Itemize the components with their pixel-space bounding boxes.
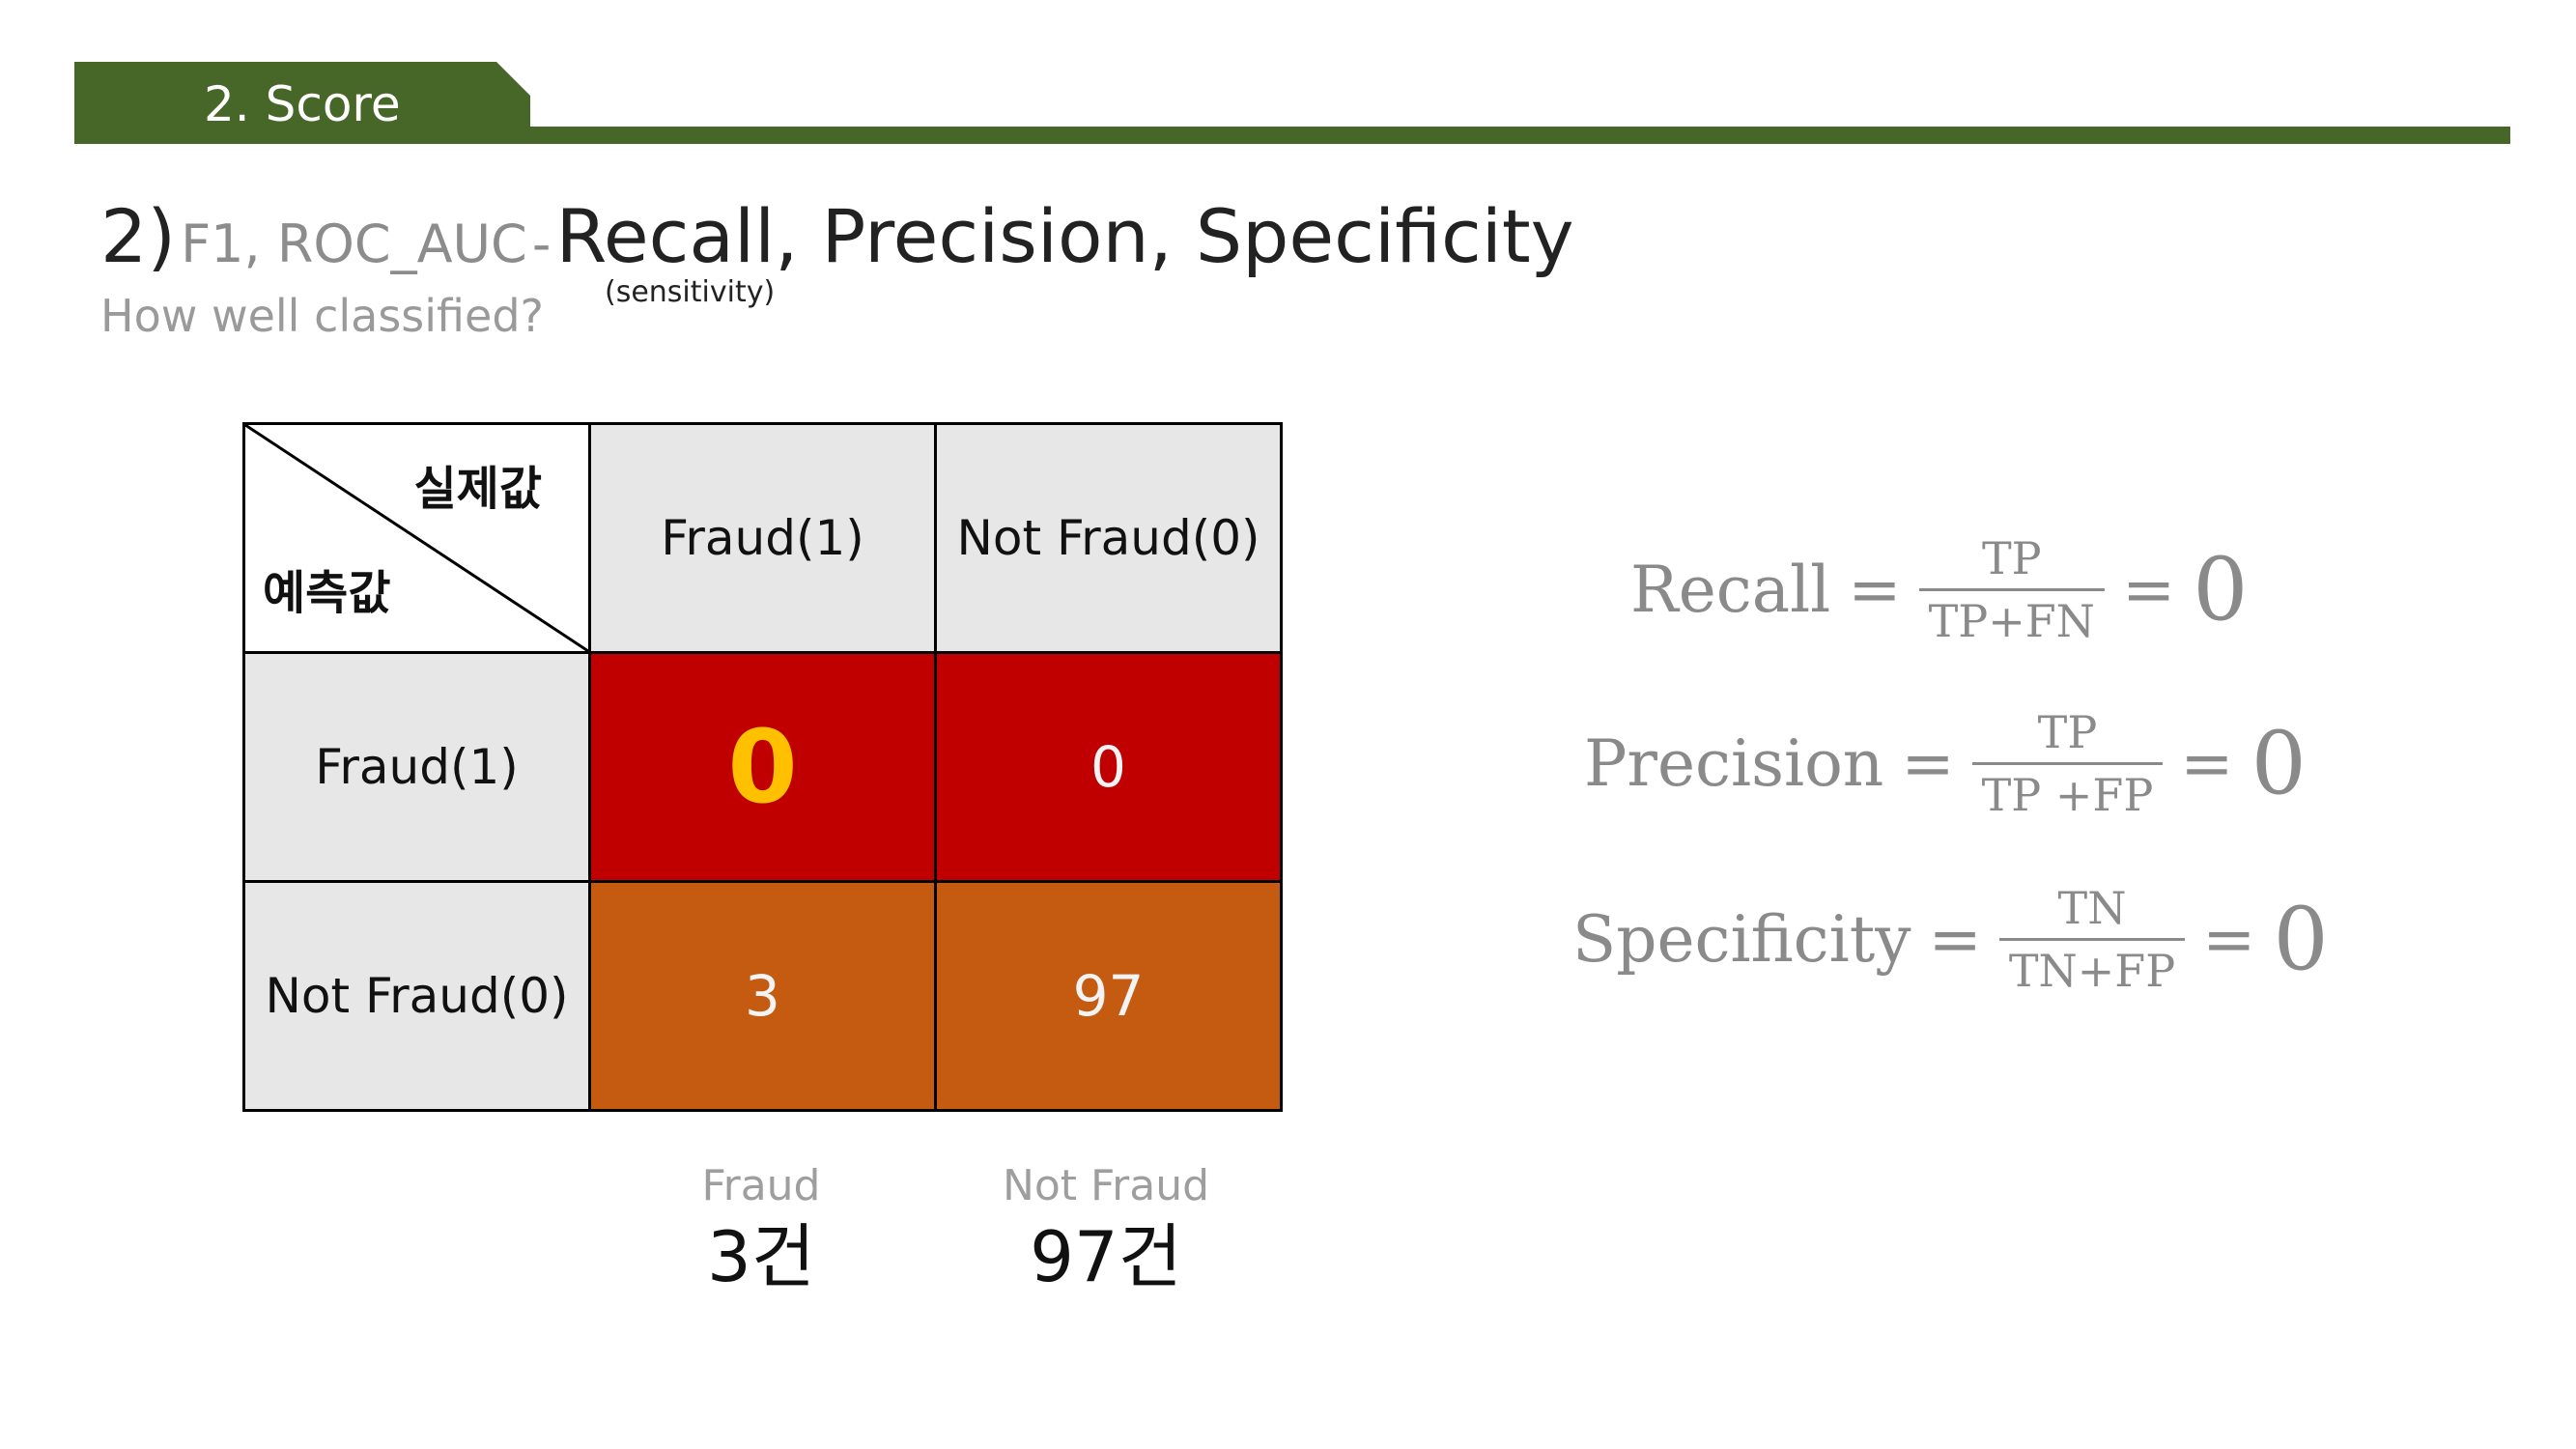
matrix-header-row: 실제값 예측값 Fraud(1) Not Fraud(0) <box>242 422 1283 654</box>
count-not-fraud-label: Not Fraud <box>1002 1161 1210 1210</box>
title-dash: - <box>531 213 552 274</box>
cell-false-negative: 3 <box>588 880 937 1112</box>
formula-recall-numerator: TP <box>1981 531 2042 584</box>
formula-precision-name: Precision <box>1584 725 1884 801</box>
sensitivity-note: (sensitivity) <box>605 275 776 309</box>
equals-sign: = <box>1901 725 1955 801</box>
formula-specificity-fraction: TN TN+FP <box>1998 881 2186 997</box>
col-header-fraud: Fraud(1) <box>588 422 937 654</box>
section-divider <box>530 127 2510 144</box>
row-header-fraud: Fraud(1) <box>242 651 591 883</box>
title-main: Recall, Precision, Specificity <box>555 193 1574 279</box>
equals-sign: = <box>1848 552 1902 627</box>
formula-precision-denominator: TP +FP <box>1981 768 2154 821</box>
formula-precision-fraction: TP TP +FP <box>1971 705 2164 821</box>
formula-recall: Recall = TP TP+FN = 0 <box>1630 522 2249 657</box>
equals-sign: = <box>1928 901 1982 977</box>
formula-specificity: Specificity = TN TN+FP = 0 <box>1572 871 2329 1007</box>
formula-recall-denominator: TP+FN <box>1928 594 2095 647</box>
matrix-row-not-fraud: Not Fraud(0) 3 97 <box>242 880 1283 1112</box>
section-tab: 2. Score <box>74 62 530 144</box>
equals-sign: = <box>2180 725 2234 801</box>
formula-recall-name: Recall <box>1630 552 1831 627</box>
page-subtitle: How well classified? <box>100 290 544 342</box>
corner-predicted-label: 예측값 <box>263 566 391 620</box>
formula-recall-result: 0 <box>2193 538 2249 640</box>
equals-sign: = <box>2121 552 2176 627</box>
page-title: 2) F1, ROC_AUC - Recall, Precision, Spec… <box>100 193 1574 290</box>
fraction-bar <box>1998 937 2186 941</box>
count-fraud-label: Fraud <box>701 1161 821 1210</box>
formula-precision-result: 0 <box>2250 712 2307 814</box>
formula-specificity-numerator: TN <box>2057 881 2127 934</box>
matrix-row-fraud: Fraud(1) 0 0 <box>242 651 1283 883</box>
matrix-corner: 실제값 예측값 <box>242 422 591 654</box>
fraction-bar <box>1918 587 2105 591</box>
title-previous-metrics: F1, ROC_AUC <box>181 213 527 274</box>
formula-specificity-denominator: TN+FP <box>2008 944 2176 997</box>
count-not-fraud-value: 97건 <box>1030 1216 1182 1297</box>
title-number: 2) <box>100 193 177 279</box>
col-header-not-fraud: Not Fraud(0) <box>934 422 1283 654</box>
cell-false-positive: 0 <box>934 651 1283 883</box>
count-not-fraud: Not Fraud 97건 <box>932 1159 1280 1300</box>
cell-true-positive: 0 <box>588 651 937 883</box>
corner-actual-label: 실제값 <box>413 462 542 516</box>
corner-diagonal <box>245 425 588 651</box>
formula-specificity-name: Specificity <box>1572 901 1911 977</box>
section-label: 2. Score <box>204 76 401 132</box>
formula-specificity-result: 0 <box>2273 888 2329 990</box>
fraction-bar <box>1971 761 2164 765</box>
count-fraud: Fraud 3건 <box>587 1159 935 1300</box>
cell-true-negative: 97 <box>934 880 1283 1112</box>
row-header-not-fraud: Not Fraud(0) <box>242 880 591 1112</box>
count-fraud-value: 3건 <box>706 1216 816 1297</box>
formula-recall-fraction: TP TP+FN <box>1918 531 2105 647</box>
formula-precision-numerator: TP <box>2037 705 2098 758</box>
confusion-matrix: 실제값 예측값 Fraud(1) Not Fraud(0) Fraud(1) 0… <box>242 422 1283 1112</box>
formula-precision: Precision = TP TP +FP = 0 <box>1584 696 2307 831</box>
equals-sign: = <box>2202 901 2256 977</box>
